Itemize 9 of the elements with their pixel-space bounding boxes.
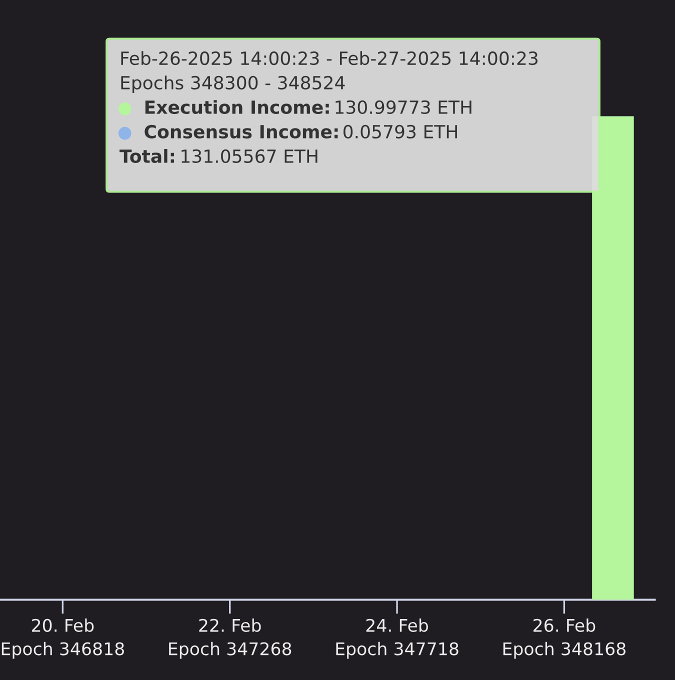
x-tick-label: 24. Feb Epoch 347718 [336, 618, 458, 659]
x-tick-label: 22. Feb Epoch 347268 [169, 618, 292, 659]
annotation: Consensus Income: 0.05793 ETH [144, 124, 457, 139]
annotation: Total: 131.05567 ETH [120, 149, 318, 163]
text: Execution Income: 130.99773 ETH [145, 100, 472, 114]
x-tick-label: 26. Feb Epoch 348168 [503, 618, 626, 659]
text: Feb-26-2025 14:00:23 - Feb-27-2025 14:00:23 [121, 51, 538, 66]
x-tick-label: 20. Feb Epoch 346818 [2, 618, 124, 659]
text: Epochs 348300 - 348524 [121, 76, 345, 94]
